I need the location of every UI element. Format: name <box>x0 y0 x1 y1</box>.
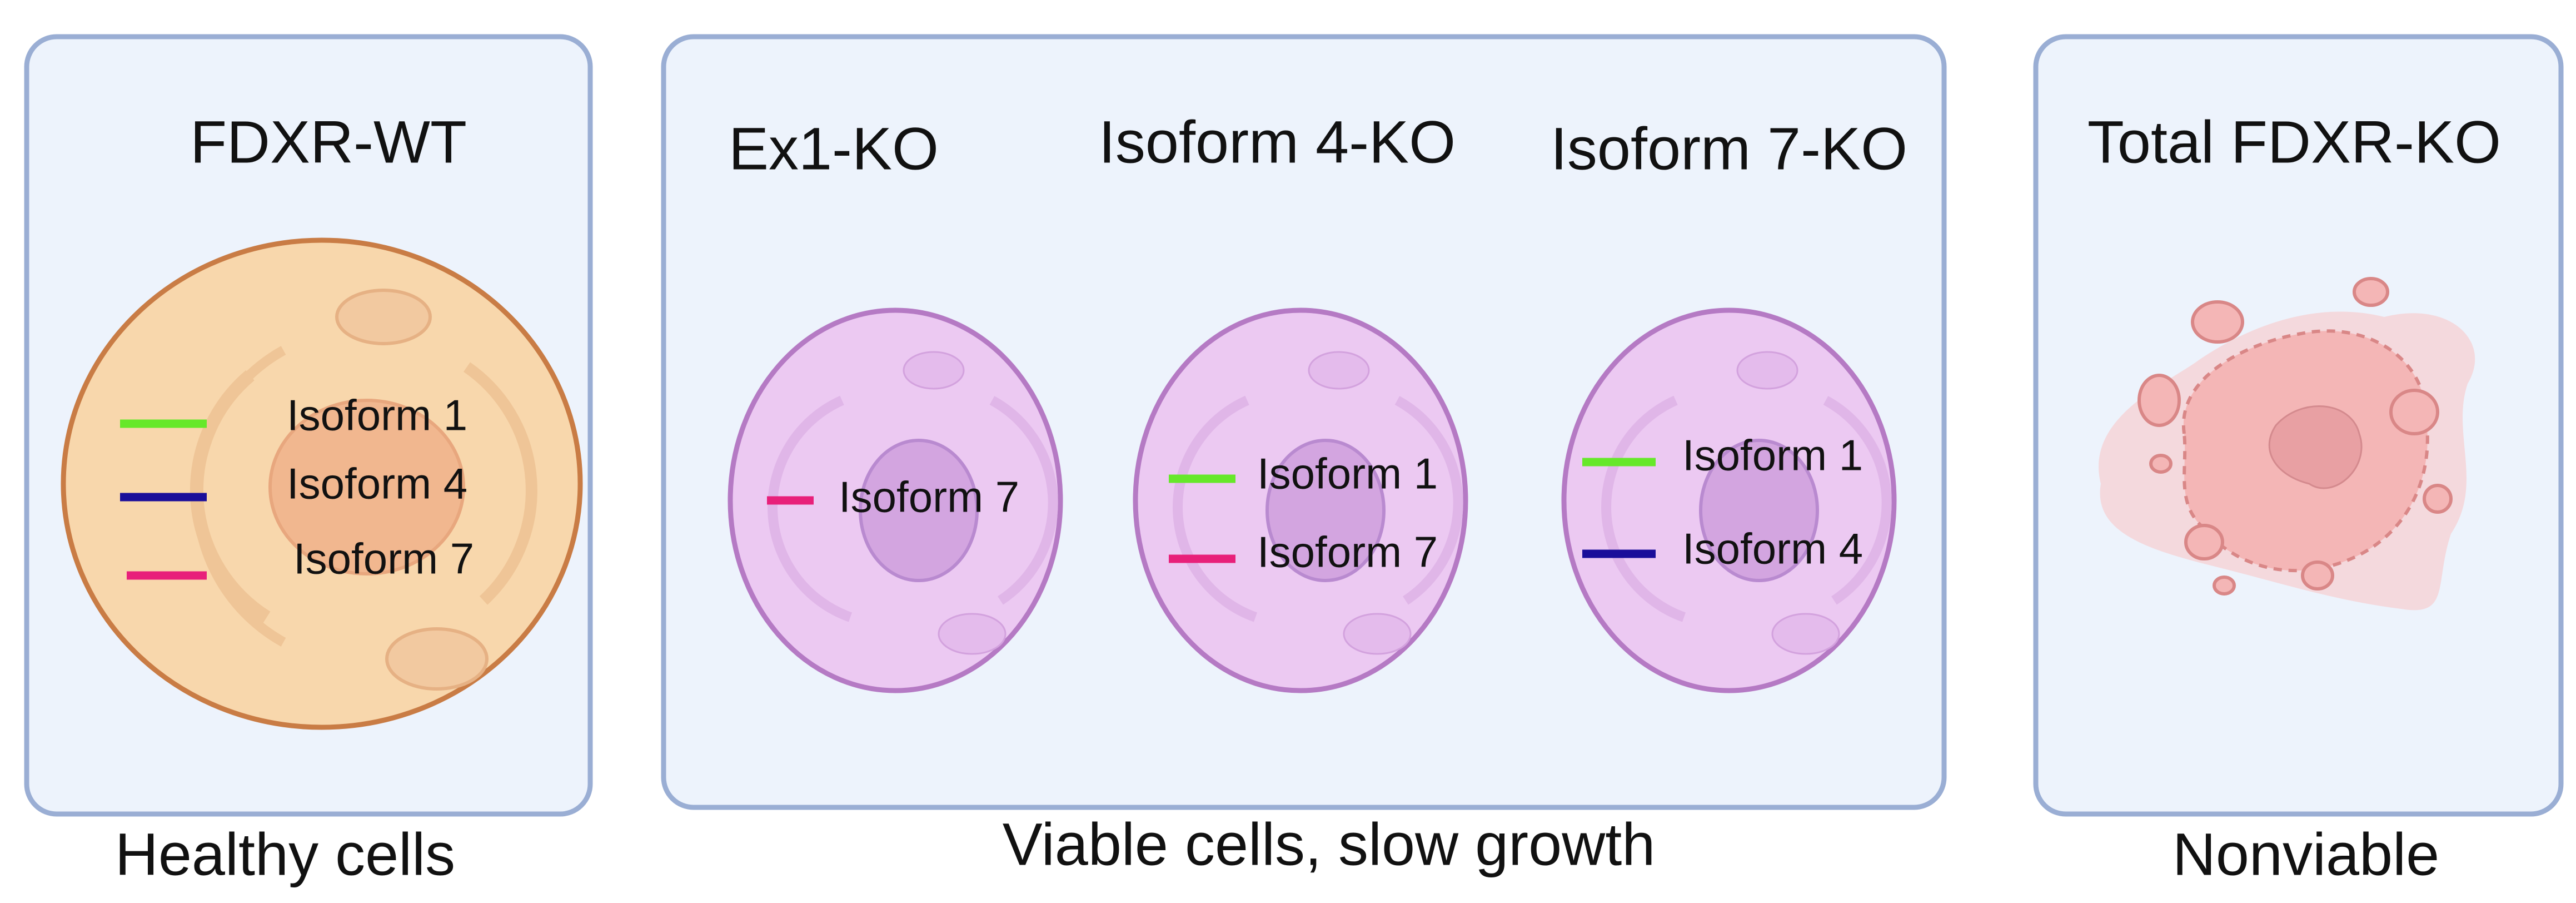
isoform-label: Isoform 7 <box>1257 528 1438 577</box>
isoform-label: Isoform 1 <box>1257 449 1438 498</box>
cell-title: Total FDXR-KO <box>2087 108 2501 176</box>
isoform-label: Isoform 7 <box>293 534 474 583</box>
dead-cell <box>2099 277 2475 611</box>
cell-title: Ex1-KO <box>729 115 939 182</box>
healthy-cell <box>61 237 583 730</box>
isoform-label: Isoform 7 <box>839 473 1019 522</box>
panel-caption: Nonviable <box>2173 821 2439 888</box>
isoform-label: Isoform 1 <box>1682 431 1863 480</box>
cell-title: Isoform 7-KO <box>1551 115 1907 182</box>
isoform-label: Isoform 1 <box>287 391 467 440</box>
viable-cell <box>728 307 1063 693</box>
viable-cell <box>1133 307 1468 693</box>
isoform-label: Isoform 4 <box>1682 524 1863 573</box>
cell-title: Isoform 4-KO <box>1099 108 1456 176</box>
viable-cell <box>1561 307 1897 693</box>
panel-caption: Healthy cells <box>115 821 455 888</box>
cell-title: FDXR-WT <box>190 108 467 176</box>
panel-caption: Viable cells, slow growth <box>1003 811 1656 878</box>
isoform-label: Isoform 4 <box>287 459 467 508</box>
